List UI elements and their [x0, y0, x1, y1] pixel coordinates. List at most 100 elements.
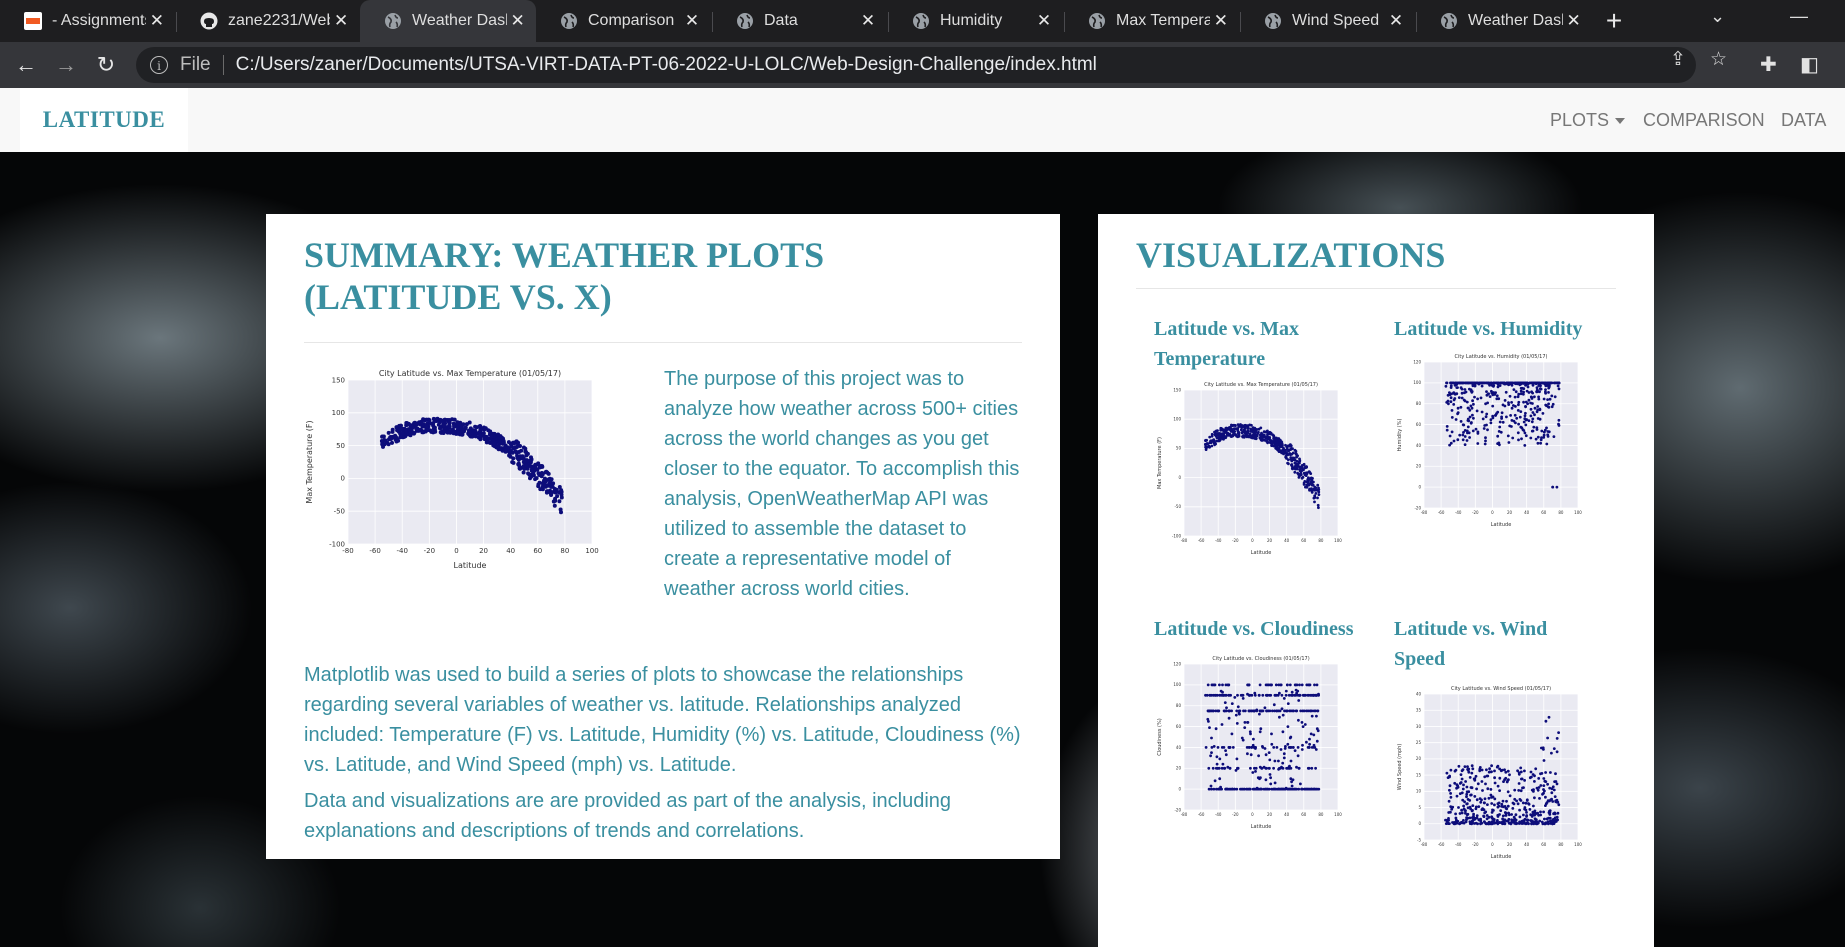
scatter-point	[1313, 787, 1316, 791]
scatter-point	[1495, 381, 1498, 385]
close-icon[interactable]: ✕	[684, 11, 700, 30]
tab-weather-dashboard-2[interactable]: Weather Dashb ✕	[1416, 0, 1592, 42]
close-icon[interactable]: ✕	[1566, 11, 1581, 30]
scatter-point	[1456, 412, 1459, 416]
scatter-point	[1491, 795, 1495, 799]
scatter-point	[1473, 816, 1476, 820]
x-tick-label: 60	[533, 547, 542, 555]
x-tick-label: 60	[1541, 510, 1547, 515]
close-icon[interactable]: ✕	[149, 11, 164, 30]
scatter-point	[1547, 391, 1550, 394]
minimize-icon[interactable]: —	[1790, 6, 1808, 26]
scatter-point	[1315, 683, 1319, 687]
scatter-point	[1461, 433, 1465, 437]
close-icon[interactable]: ✕	[1388, 11, 1404, 30]
scatter-point	[1212, 683, 1216, 687]
scatter-point	[1466, 419, 1470, 422]
forward-icon[interactable]: →	[55, 52, 77, 77]
nav-comparison[interactable]: COMPARISON	[1643, 110, 1765, 130]
scatter-point	[1217, 766, 1221, 770]
scatter-point	[1459, 381, 1462, 385]
url-text[interactable]: C:/Users/zaner/Documents/UTSA-VIRT-DATA-…	[235, 54, 1097, 75]
tab-data[interactable]: Data ✕	[712, 0, 888, 42]
scatter-point	[1555, 737, 1559, 740]
scatter-point	[1490, 384, 1494, 387]
scatter-point	[1234, 769, 1238, 772]
omnibox[interactable]: i File C:/Users/zaner/Documents/UTSA-VIR…	[136, 47, 1696, 83]
scatter-point	[1517, 782, 1521, 785]
tab-weather-dashboard-active[interactable]: Weather Dashb ✕	[360, 0, 536, 42]
info-icon[interactable]: i	[150, 56, 168, 74]
scatter-point	[1309, 480, 1313, 483]
scatter-point	[1540, 436, 1543, 440]
close-icon[interactable]: ✕	[1213, 11, 1228, 30]
scatter-point	[1490, 764, 1493, 768]
card-plot-humidity[interactable]: -80 -60 -40 -20 0 20 40 60 80 100 -20 0 20 40 60 80 100 1…	[1396, 348, 1586, 528]
scatter-point	[1249, 732, 1252, 736]
scatter-point	[1531, 813, 1535, 816]
x-tick-label: 100	[1574, 510, 1582, 515]
scatter-point	[1460, 769, 1464, 773]
tab-assignments[interactable]: - Assignments ✕	[0, 0, 176, 42]
tab-github[interactable]: zane2231/Web- ✕	[176, 0, 360, 42]
scatter-point	[1468, 408, 1472, 412]
tab-wind-speed[interactable]: Wind Speed ✕	[1240, 0, 1416, 42]
share-icon[interactable]: ⇪	[1670, 49, 1686, 70]
scatter-point	[1295, 709, 1299, 713]
reload-icon[interactable]: ↻	[96, 52, 116, 77]
scatter-point	[1479, 800, 1483, 804]
scatter-point	[1233, 696, 1237, 699]
tab-title: Comparison	[588, 12, 675, 29]
nav-data[interactable]: DATA	[1781, 110, 1827, 130]
scatter-point	[1300, 683, 1304, 687]
bookmark-star-icon[interactable]: ☆	[1710, 49, 1728, 70]
scatter-point	[1288, 683, 1292, 687]
tab-comparison[interactable]: Comparison ✕	[536, 0, 712, 42]
scatter-point	[1238, 709, 1242, 713]
close-icon[interactable]: ✕	[1036, 11, 1052, 30]
close-icon[interactable]: ✕	[860, 11, 876, 30]
extensions-icon[interactable]: ✚	[1760, 54, 1777, 76]
card-title-wind-speed[interactable]: Latitude vs. Wind Speed	[1394, 618, 1548, 670]
scatter-point	[1281, 713, 1285, 717]
scatter-point	[1207, 720, 1210, 723]
scatter-point	[1265, 709, 1268, 713]
back-icon[interactable]: ←	[15, 52, 37, 77]
brand-logo[interactable]: LATITUDE	[20, 88, 188, 152]
tab-max-temperature[interactable]: Max Temperat ✕	[1064, 0, 1240, 42]
scatter-point	[1271, 709, 1274, 713]
scatter-point	[1213, 441, 1217, 444]
scatter-point	[1527, 419, 1531, 422]
scatter-point	[1513, 788, 1517, 792]
close-icon[interactable]: ✕	[333, 11, 349, 30]
close-icon[interactable]: ✕	[510, 11, 525, 30]
nav-plots-dropdown[interactable]: PLOTS	[1550, 88, 1626, 152]
card-plot-cloudiness[interactable]: -80 -60 -40 -20 0 20 40 60 80 100 -20 0 20 40 60 80 100 1…	[1156, 650, 1346, 830]
scatter-point	[1272, 787, 1275, 791]
y-axis-label: Humidity (%)	[1397, 418, 1403, 451]
scatter-point	[1549, 771, 1552, 774]
scatter-point	[1537, 777, 1541, 780]
scatter-point	[1503, 778, 1506, 782]
card-title-max-temperature[interactable]: Latitude vs. Max Temperature	[1154, 318, 1299, 370]
scatter-point	[1511, 436, 1515, 440]
y-tick-label: -100	[1172, 533, 1182, 538]
scatter-point	[1284, 745, 1287, 748]
scatter-point	[1301, 693, 1305, 697]
x-tick-label: 60	[1301, 812, 1307, 817]
card-title-humidity[interactable]: Latitude vs. Humidity	[1394, 318, 1583, 340]
card-plot-max-temperature[interactable]: -80 -60 -40 -20 0 20 40 60 80 100 -100 -50 0 50 100 150…	[1156, 376, 1346, 556]
tab-search-icon[interactable]: ⌄	[1710, 6, 1726, 26]
new-tab-button[interactable]: +	[1605, 5, 1623, 36]
scatter-point	[1254, 430, 1258, 434]
scatter-point	[441, 431, 446, 435]
card-title-cloudiness[interactable]: Latitude vs. Cloudiness	[1154, 618, 1354, 640]
scatter-point	[1535, 426, 1539, 429]
scatter-point	[538, 487, 543, 492]
scatter-point	[1316, 496, 1319, 500]
card-plot-wind-speed[interactable]: -80 -60 -40 -20 0 20 40 60 80 100 -5 0 5 10 15 20 25 30 35…	[1396, 680, 1586, 860]
scatter-point	[1522, 420, 1526, 424]
scatter-point	[1306, 478, 1310, 481]
tab-humidity[interactable]: Humidity ✕	[888, 0, 1064, 42]
side-panel-icon[interactable]: ◧	[1800, 54, 1819, 76]
